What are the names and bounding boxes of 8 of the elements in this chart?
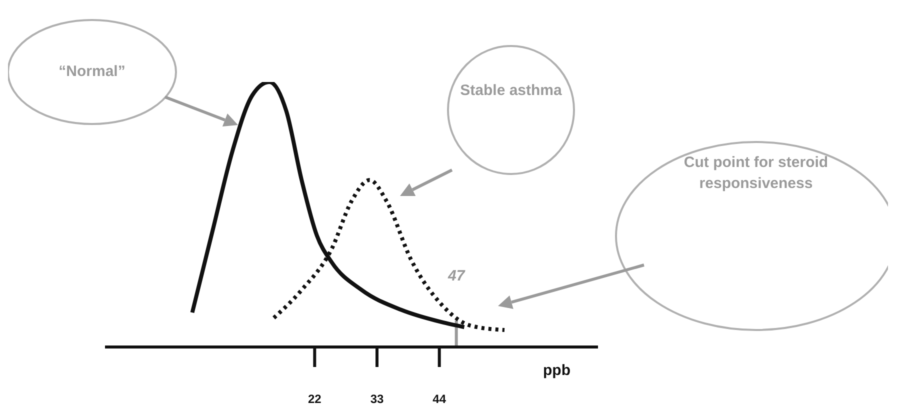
ref-line-label: 47 <box>446 268 466 284</box>
x-tick-label: 22 <box>308 392 322 406</box>
x-axis-title: ppb <box>543 362 570 379</box>
text: “Normal” <box>58 63 126 80</box>
x-tick-label: 33 <box>370 392 384 406</box>
text: Cut point for steroid responsiveness <box>684 154 828 192</box>
annotation: Stable asthma <box>460 82 562 99</box>
x-tick-label: 44 <box>432 392 446 406</box>
